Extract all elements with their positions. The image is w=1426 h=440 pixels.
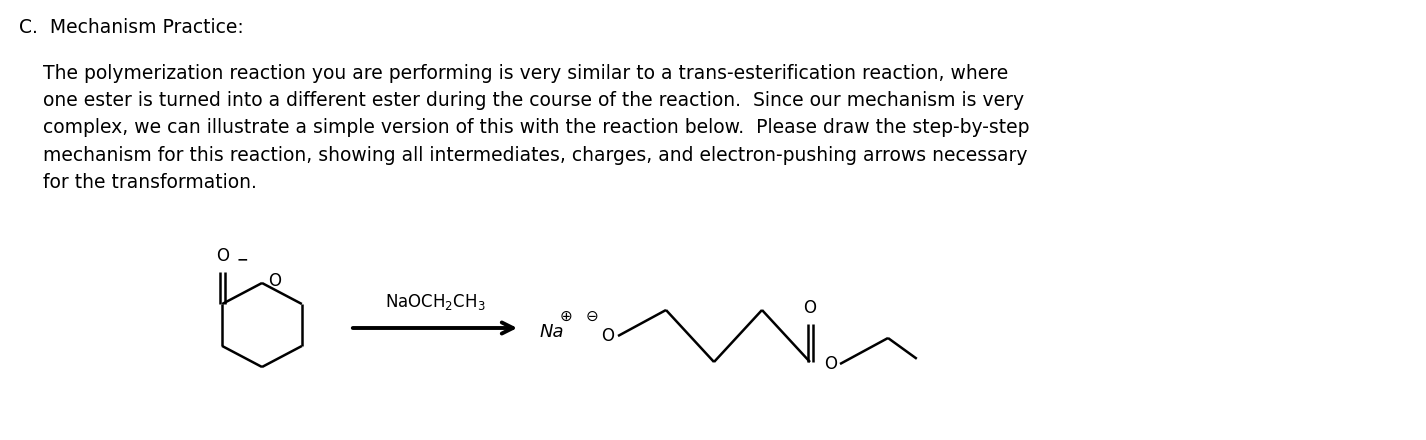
Text: O: O <box>268 272 281 290</box>
Text: O: O <box>602 327 615 345</box>
Text: O: O <box>803 299 817 317</box>
Text: Na: Na <box>540 323 565 341</box>
Text: O: O <box>824 355 837 373</box>
Text: O: O <box>215 247 228 265</box>
Text: C.  Mechanism Practice:: C. Mechanism Practice: <box>19 18 244 37</box>
Text: NaOCH$_2$CH$_3$: NaOCH$_2$CH$_3$ <box>385 292 485 312</box>
Text: ⊖: ⊖ <box>586 308 599 323</box>
Text: The polymerization reaction you are performing is very similar to a trans-esteri: The polymerization reaction you are perf… <box>19 64 1030 192</box>
Text: ⊕: ⊕ <box>559 308 572 323</box>
Text: −: − <box>237 252 248 266</box>
